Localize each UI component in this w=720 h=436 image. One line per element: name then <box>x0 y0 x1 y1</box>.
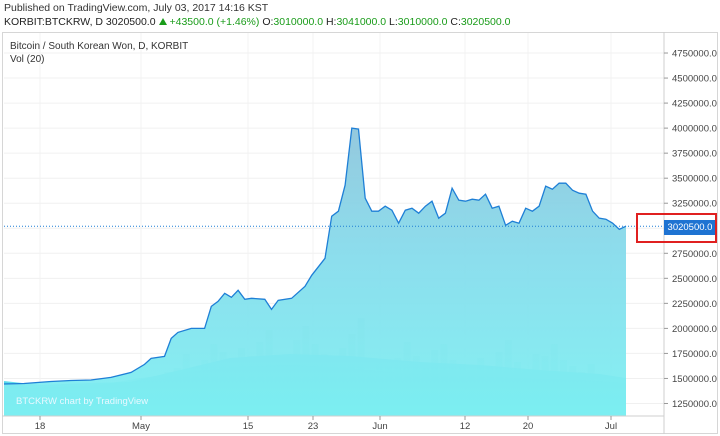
x-tick-label: 18 <box>35 421 46 432</box>
high-label: H: <box>325 16 337 28</box>
high-value: 3041000.0 <box>336 16 387 28</box>
x-tick-label: Jul <box>605 421 617 432</box>
y-tick-label: 4250000.0 <box>672 99 717 110</box>
x-tick-label: 15 <box>243 421 254 432</box>
close-value: 3020500.0 <box>460 16 511 28</box>
legend-volume: Vol (20) <box>10 54 45 65</box>
last-price: 3020500.0 <box>105 16 156 28</box>
y-tick-label: 2250000.0 <box>672 299 717 310</box>
open-label: O: <box>262 16 274 28</box>
y-tick-label: 3500000.0 <box>672 174 717 185</box>
price-line <box>3 127 627 385</box>
current-price-tag: 3020500.0 <box>664 220 716 235</box>
quote-line: KORBIT:BTCKRW, D 3020500.0 +43500.0 (+1.… <box>4 16 511 28</box>
close-label: C: <box>450 16 461 28</box>
watermark: BTCKRW chart by TradingView <box>16 396 148 407</box>
y-tick-label: 1250000.0 <box>672 399 717 410</box>
y-tick-label: 4000000.0 <box>672 124 717 135</box>
low-label: L: <box>389 16 398 28</box>
symbol-label: KORBIT:BTCKRW, D <box>4 16 103 28</box>
x-tick-label: 12 <box>460 421 471 432</box>
x-tick-label: Jun <box>372 421 387 432</box>
y-tick-label: 1750000.0 <box>672 349 717 360</box>
y-tick-label: 2750000.0 <box>672 249 717 260</box>
y-tick-label: 2500000.0 <box>672 274 717 285</box>
y-tick-label: 4750000.0 <box>672 49 717 60</box>
price-axis[interactable]: 4750000.0 4500000.0 4250000.0 4000000.0 3750… <box>664 49 717 410</box>
change-value: +43500.0 (+1.46%) <box>169 16 260 28</box>
x-tick-label: May <box>132 421 150 432</box>
x-tick-label: 20 <box>523 421 534 432</box>
time-axis[interactable]: 18 May 15 23 Jun 12 20 Jul <box>35 416 617 432</box>
low-value: 3010000.0 <box>397 16 448 28</box>
y-tick-label: 3750000.0 <box>672 149 717 160</box>
chart-legend: Bitcoin / South Korean Won, D, KORBIT Vo… <box>10 40 188 66</box>
published-caption: Published on TradingView.com, July 03, 2… <box>4 2 269 14</box>
y-tick-label: 4500000.0 <box>672 74 717 85</box>
highlight-box <box>636 213 717 243</box>
up-triangle-icon <box>159 18 168 25</box>
legend-title: Bitcoin / South Korean Won, D, KORBIT <box>10 41 189 52</box>
chart-frame <box>2 32 718 434</box>
x-tick-label: 23 <box>308 421 319 432</box>
y-tick-label: 1500000.0 <box>672 374 717 385</box>
y-tick-label: 3250000.0 <box>672 199 717 210</box>
open-value: 3010000.0 <box>273 16 324 28</box>
y-tick-label: 2000000.0 <box>672 324 717 335</box>
